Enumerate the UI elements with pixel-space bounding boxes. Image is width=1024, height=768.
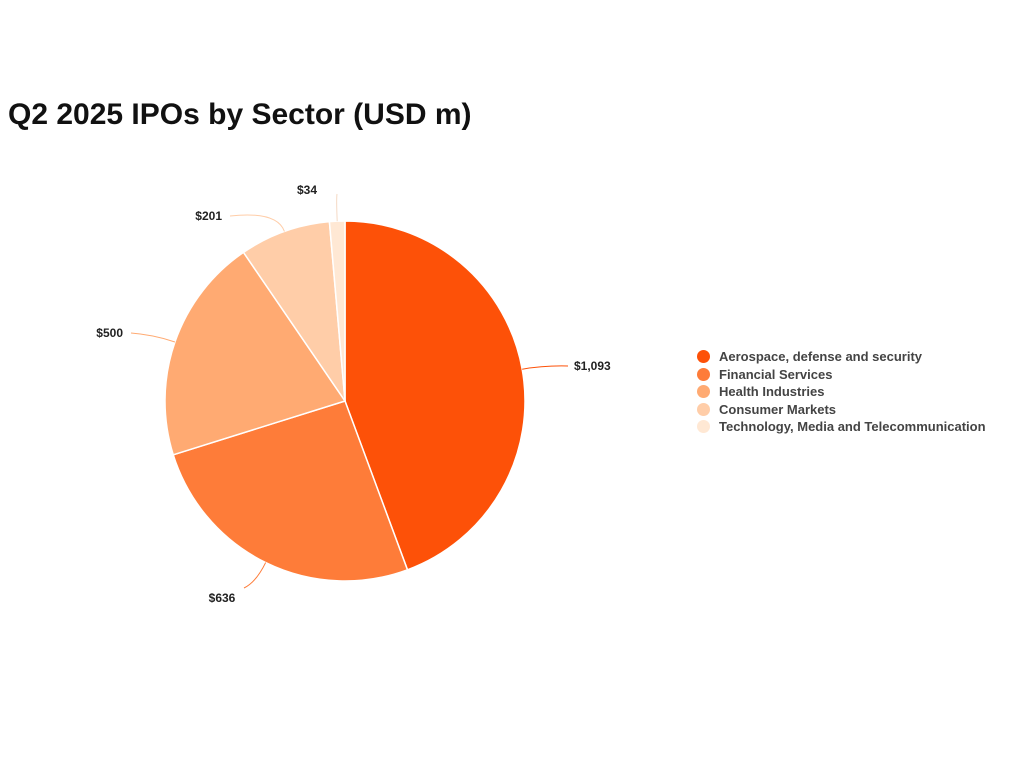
legend-item: Aerospace, defense and security [697,348,986,366]
legend-swatch [697,350,710,364]
chart-title: Q2 2025 IPOs by Sector (USD m) [8,98,472,131]
legend-item: Consumer Markets [697,401,986,419]
data-label: $201 [195,209,222,223]
legend-label: Health Industries [719,384,825,400]
leader-line [243,562,267,589]
legend-label: Financial Services [719,366,833,382]
data-label: $1,093 [574,359,611,373]
legend-item: Technology, Media and Telecommunication [697,418,986,436]
leader-line [522,365,569,370]
data-label: $34 [297,183,317,197]
legend-swatch [697,385,710,399]
legend-swatch [697,367,710,381]
legend-swatch [697,420,710,434]
legend-label: Technology, Media and Telecommunication [719,419,986,435]
legend-label: Consumer Markets [719,401,837,417]
pie-slice [242,220,346,404]
leader-line [130,332,176,343]
legend-label: Aerospace, defense and security [719,349,923,365]
leader-line [336,193,338,222]
legend-item: Financial Services [697,366,986,384]
pie-slice [172,400,409,582]
data-label: $500 [96,326,123,340]
pie-slice [164,251,347,456]
data-label: $636 [209,591,236,605]
legend-item: Health Industries [697,383,986,401]
legend-swatch [697,402,710,416]
pie-slice [344,220,526,571]
legend: Aerospace, defense and security Financia… [697,348,986,436]
leader-line [229,214,285,232]
